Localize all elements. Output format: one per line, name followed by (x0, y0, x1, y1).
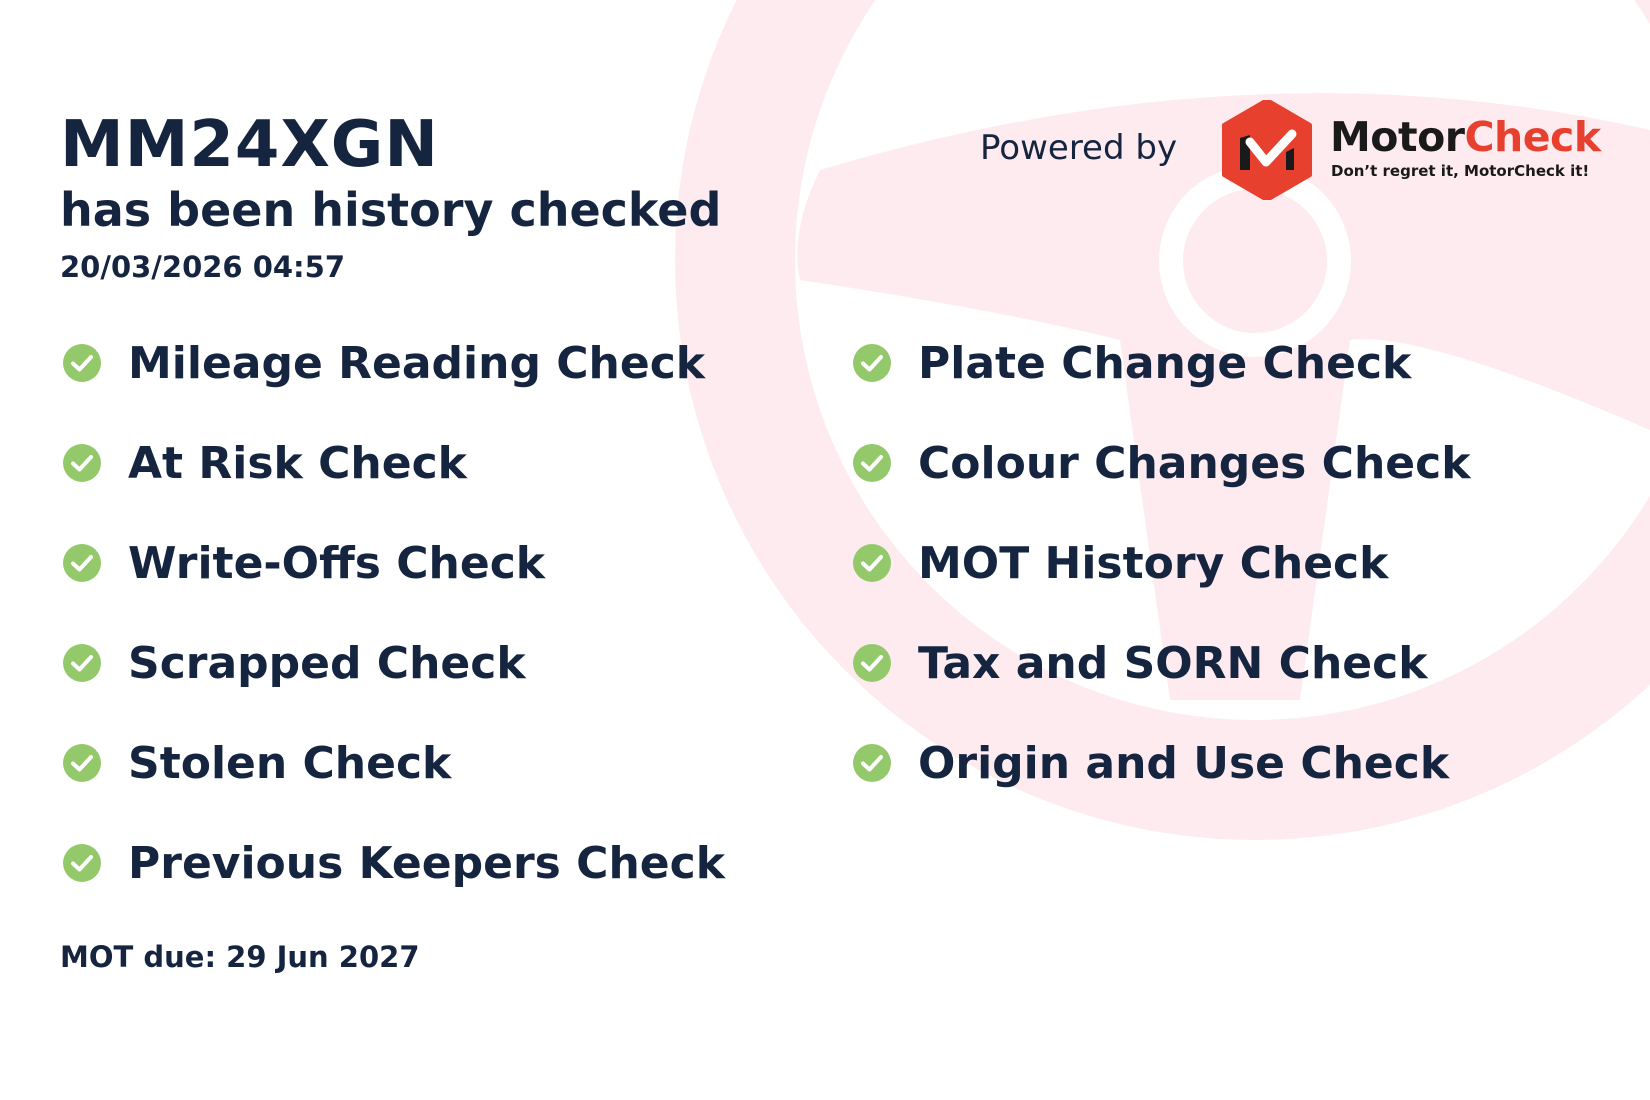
check-circle-icon (853, 444, 891, 482)
check-item: Stolen Check (62, 733, 451, 793)
check-item: Plate Change Check (852, 333, 1411, 393)
check-label: At Risk Check (128, 437, 467, 489)
check-label: Colour Changes Check (918, 437, 1471, 489)
mot-due: MOT due: 29 Jun 2027 (60, 940, 420, 974)
check-circle-icon (853, 544, 891, 582)
check-label: Stolen Check (128, 737, 452, 789)
check-label: Previous Keepers Check (128, 837, 725, 889)
check-label: Mileage Reading Check (128, 337, 706, 389)
motorcheck-logo-icon (1222, 100, 1312, 200)
check-label: Plate Change Check (918, 337, 1412, 389)
check-circle-icon (63, 544, 101, 582)
check-item: MOT History Check (852, 533, 1388, 593)
check-circle-icon (853, 644, 891, 682)
brand-tagline: Don’t regret it, MotorCheck it! (1331, 162, 1590, 180)
check-item: Write-Offs Check (62, 533, 545, 593)
check-circle-icon (853, 344, 891, 382)
page-subtitle: has been history checked (60, 183, 722, 237)
check-label: MOT History Check (918, 537, 1389, 589)
check-label: Write-Offs Check (128, 537, 546, 589)
check-item: Previous Keepers Check (62, 833, 725, 893)
check-item: Mileage Reading Check (62, 333, 705, 393)
check-item: Scrapped Check (62, 633, 526, 693)
check-label: Tax and SORN Check (918, 637, 1428, 689)
powered-by-label: Powered by (980, 128, 1178, 168)
check-circle-icon (63, 644, 101, 682)
check-item: At Risk Check (62, 433, 467, 493)
check-item: Tax and SORN Check (852, 633, 1427, 693)
check-item: Origin and Use Check (852, 733, 1449, 793)
check-circle-icon (63, 344, 101, 382)
check-circle-icon (63, 844, 101, 882)
check-item: Colour Changes Check (852, 433, 1470, 493)
check-label: Scrapped Check (128, 637, 526, 689)
brand-name: MotorCheck (1330, 113, 1601, 161)
check-circle-icon (63, 444, 101, 482)
check-circle-icon (63, 744, 101, 782)
check-circle-icon (853, 744, 891, 782)
check-label: Origin and Use Check (918, 737, 1450, 789)
check-datetime: 20/03/2026 04:57 (60, 250, 346, 284)
vehicle-plate: MM24XGN (60, 108, 439, 182)
